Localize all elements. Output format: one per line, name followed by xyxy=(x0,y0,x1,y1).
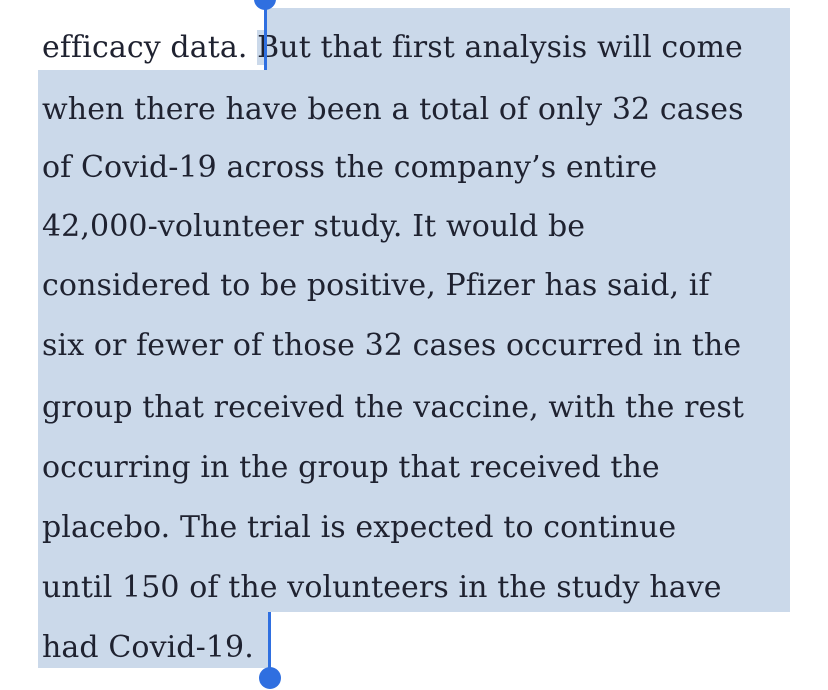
selected-text[interactable]: But that first analysis will come xyxy=(257,30,743,65)
selected-text[interactable]: placebo. The trial is expected to contin… xyxy=(42,510,677,545)
selection-end-handle-knob[interactable] xyxy=(259,667,281,689)
selected-text[interactable]: group that received the vaccine, with th… xyxy=(42,390,745,425)
selected-text[interactable]: when there have been a total of only 32 … xyxy=(42,92,744,127)
selection-end-handle[interactable] xyxy=(268,612,271,672)
selected-text[interactable]: occurring in the group that received the xyxy=(42,450,660,485)
selected-text[interactable]: until 150 of the volunteers in the study… xyxy=(42,570,722,605)
selected-text[interactable]: had Covid-19. xyxy=(42,630,254,665)
selected-text[interactable]: six or fewer of those 32 cases occurred … xyxy=(42,328,742,363)
selection-start-handle[interactable] xyxy=(264,0,267,70)
text-line: efficacy data. xyxy=(42,30,258,65)
selected-text[interactable]: of Covid-19 across the company’s entire xyxy=(42,150,658,185)
selected-text[interactable]: considered to be positive, Pfizer has sa… xyxy=(42,268,710,303)
selected-text[interactable]: 42,000-volunteer study. It would be xyxy=(42,209,586,244)
selection-highlight xyxy=(38,612,270,668)
selection-highlight xyxy=(38,70,790,612)
